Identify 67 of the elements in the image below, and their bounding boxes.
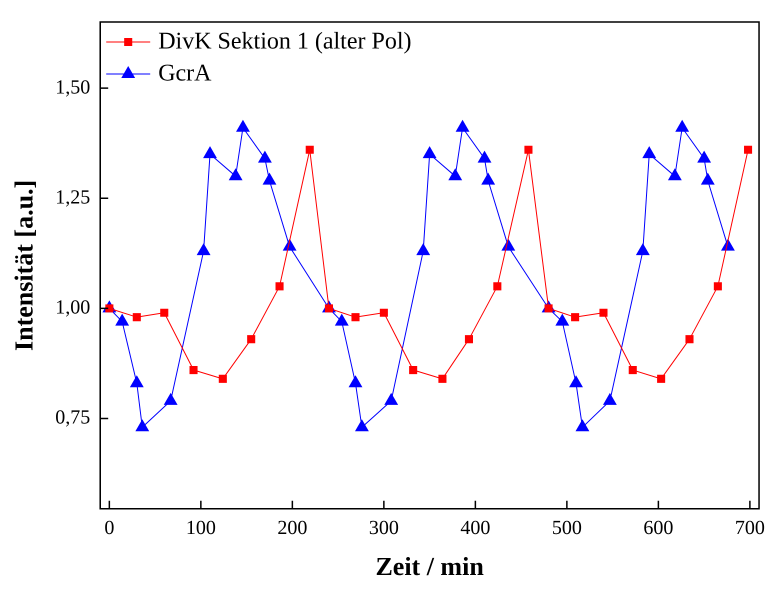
x-tick-label: 700 xyxy=(734,517,765,540)
point xyxy=(335,314,348,326)
point xyxy=(130,376,144,388)
x-tick-label: 100 xyxy=(186,517,216,540)
point xyxy=(464,335,474,344)
point xyxy=(380,308,388,317)
x-tick-label: 300 xyxy=(368,517,399,540)
point xyxy=(448,168,462,180)
point xyxy=(190,366,198,374)
point xyxy=(698,151,711,163)
point xyxy=(423,146,436,158)
point xyxy=(348,376,362,388)
x-tick-label: 600 xyxy=(643,517,674,540)
point xyxy=(262,173,276,185)
point xyxy=(409,366,418,374)
point xyxy=(456,120,470,132)
point xyxy=(576,420,589,432)
y-tick-label: 0,75 xyxy=(55,406,90,429)
x-tick-label: 400 xyxy=(460,517,490,540)
x-tick-label: 0 xyxy=(104,517,114,540)
point xyxy=(236,120,250,132)
point xyxy=(668,168,682,180)
y-tick-label: 1,00 xyxy=(55,296,90,319)
point xyxy=(657,374,666,383)
point xyxy=(524,146,532,154)
point xyxy=(351,313,360,322)
point xyxy=(164,393,178,405)
point xyxy=(636,244,650,256)
point xyxy=(556,314,569,326)
point xyxy=(160,308,168,317)
point xyxy=(714,282,722,290)
point xyxy=(258,151,272,163)
point xyxy=(701,173,714,185)
point xyxy=(218,374,227,383)
point xyxy=(355,420,368,432)
legend-label: GcrA xyxy=(158,60,212,86)
point xyxy=(628,366,637,374)
point xyxy=(569,376,583,388)
point xyxy=(416,244,430,256)
y-tick-label: 1,50 xyxy=(55,76,90,98)
x-tick-label: 500 xyxy=(552,517,582,540)
point xyxy=(229,168,242,180)
point xyxy=(136,420,149,432)
point xyxy=(384,393,398,405)
point xyxy=(599,308,608,317)
point xyxy=(276,282,284,290)
point xyxy=(247,335,256,344)
x-tick-label: 200 xyxy=(277,517,308,540)
point xyxy=(676,120,689,132)
point xyxy=(482,173,495,185)
point xyxy=(116,314,129,326)
point xyxy=(493,282,502,290)
y-tick-label: 1,25 xyxy=(55,186,90,208)
y-axis-title: Intensität [a.u.] xyxy=(9,180,38,351)
point xyxy=(203,146,217,158)
point xyxy=(744,146,752,154)
x-axis-title: Zeit / min xyxy=(375,552,484,582)
point xyxy=(438,374,446,383)
point xyxy=(132,313,141,322)
point xyxy=(685,335,694,344)
point xyxy=(478,151,492,163)
point xyxy=(306,146,314,154)
legend-label: DivK Sektion 1 (alter Pol) xyxy=(158,28,412,54)
point xyxy=(571,313,580,322)
point xyxy=(603,393,616,405)
point xyxy=(197,244,210,256)
point xyxy=(642,146,656,158)
